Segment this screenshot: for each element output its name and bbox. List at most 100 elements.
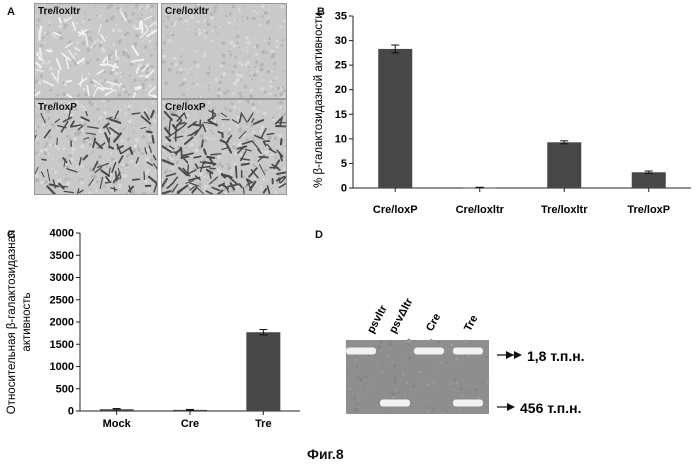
texture-speck [117,22,118,23]
texture-speck [230,53,233,56]
texture-speck [264,169,267,172]
texture-speck [256,70,259,73]
texture-speck [54,171,57,174]
texture-speck [204,176,206,178]
figure-caption: Фиг.8 [307,446,344,462]
texture-speck [263,178,266,181]
gel-speck [482,383,484,385]
texture-speck [231,71,234,74]
texture-speck [185,133,187,135]
texture-speck [82,88,85,91]
texture-speck [206,128,208,130]
texture-speck [44,41,46,43]
texture-speck [233,44,237,48]
texture-speck [208,76,209,77]
texture-speck [123,34,126,37]
texture-speck [245,36,249,40]
texture-speck [242,176,245,179]
gel-speck [482,411,483,412]
texture-speck [233,142,236,145]
texture-speck [167,184,169,186]
texture-speck [227,166,231,170]
gel-speck [408,340,411,343]
texture-speck [150,142,153,145]
texture-speck [215,26,217,28]
texture-speck [148,134,150,136]
cell [109,138,110,148]
texture-speck [171,155,174,158]
texture-speck [269,85,272,88]
y-tick-label: 0 [68,406,74,418]
texture-speck [267,49,269,51]
texture-speck [60,36,64,40]
texture-speck [232,5,236,9]
texture-speck [263,91,266,94]
texture-speck [239,10,241,12]
texture-speck [35,178,39,182]
texture-speck [164,171,168,175]
texture-speck [72,140,73,141]
texture-speck [192,83,194,85]
texture-speck [53,35,56,38]
texture-speck [162,77,163,78]
gel-speck [433,382,436,385]
texture-speck [141,152,144,155]
texture-speck [111,51,114,54]
texture-speck [162,20,164,22]
gel-speck [455,358,458,361]
texture-speck [81,145,85,149]
texture-speck [123,128,125,130]
y-tick-label: 2500 [50,294,74,306]
texture-speck [252,137,254,139]
micrograph-cre-loxltr: Cre/loxltr [161,3,287,99]
texture-speck [58,26,60,28]
texture-speck [162,61,165,64]
texture-speck [172,158,174,160]
texture-speck [48,153,50,155]
texture-speck [127,43,129,45]
texture-speck [65,149,66,150]
y-tick-label: 30 [335,35,347,47]
texture-speck [271,49,274,52]
gel-speck [429,355,431,357]
texture-speck [64,178,67,181]
texture-speck [264,40,266,42]
texture-speck [74,53,77,56]
texture-speck [131,86,133,88]
gel-speck [467,355,469,357]
texture-speck [73,31,74,32]
texture-speck [282,86,284,88]
texture-speck [210,16,214,20]
texture-speck [64,83,67,86]
texture-speck [172,58,174,60]
gel-speck [461,395,463,397]
texture-speck [129,75,131,77]
gel-speck [354,370,356,372]
texture-speck [272,80,274,82]
texture-speck [196,65,199,68]
texture-speck [133,110,134,111]
texture-speck [144,109,147,112]
texture-speck [230,174,232,176]
texture-speck [144,180,147,183]
texture-speck [262,116,264,118]
texture-speck [272,137,273,138]
texture-speck [227,21,231,25]
category-label: Cre/loxltr [456,204,505,216]
texture-speck [89,80,93,84]
texture-speck [253,10,255,12]
category-label: Cre [181,418,199,430]
texture-speck [100,41,103,44]
texture-speck [81,35,83,37]
texture-speck [166,169,168,171]
texture-speck [236,73,239,76]
texture-speck [114,79,118,83]
texture-speck [97,39,100,42]
texture-speck [217,33,219,35]
texture-speck [208,85,210,87]
texture-speck [171,23,173,25]
texture-speck [170,32,172,34]
texture-speck [208,101,211,104]
texture-speck [144,80,146,82]
texture-speck [280,5,284,9]
